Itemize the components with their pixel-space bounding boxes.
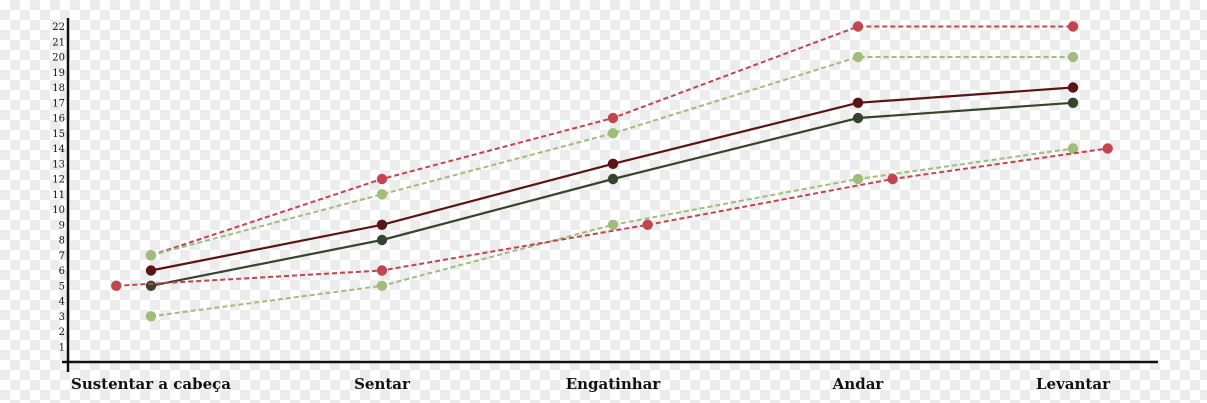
- data-point: [607, 173, 619, 185]
- y-tick-label: 18: [52, 83, 65, 94]
- data-point: [1067, 21, 1079, 32]
- series-layer: [111, 21, 1113, 322]
- data-point: [642, 219, 653, 230]
- y-tick-label: 13: [52, 159, 65, 170]
- data-point: [376, 219, 388, 230]
- y-tick-label: 9: [59, 220, 65, 231]
- data-point: [1067, 82, 1079, 93]
- y-tick-label: 21: [52, 37, 65, 48]
- y-tick-label: 11: [52, 190, 65, 201]
- series-line-6: [116, 147, 1108, 287]
- data-point: [376, 265, 388, 276]
- data-point: [852, 173, 864, 185]
- data-point: [376, 234, 388, 246]
- data-point: [1067, 143, 1079, 154]
- y-tick-label: 12: [52, 175, 65, 186]
- x-category-label: Engatinhar: [566, 375, 662, 393]
- y-tick-label: 15: [52, 129, 65, 140]
- y-tick-label: 1: [59, 342, 65, 353]
- y-tick-label: 16: [52, 114, 65, 125]
- data-point: [852, 51, 864, 63]
- data-point: [1067, 97, 1079, 109]
- y-tick-label: 22: [52, 22, 65, 33]
- y-tick-label: 17: [52, 98, 65, 109]
- data-point: [607, 158, 619, 169]
- y-tick-label: 4: [59, 297, 65, 308]
- data-point: [145, 250, 157, 261]
- y-tick-label: 5: [59, 281, 65, 292]
- data-point: [1102, 143, 1113, 154]
- y-tick-label: 8: [59, 236, 65, 247]
- data-point: [145, 280, 157, 291]
- y-tick-label: 19: [52, 68, 65, 79]
- data-point: [1067, 51, 1079, 63]
- data-point: [376, 173, 388, 185]
- x-category-label: Sustentar a cabeça: [71, 375, 231, 393]
- x-category-label: Andar: [832, 375, 885, 393]
- series-line-5: [150, 147, 1074, 318]
- y-tick-label: 3: [59, 312, 65, 323]
- y-tick-label: 6: [59, 266, 65, 277]
- x-category-label: Levantar: [1036, 375, 1111, 393]
- data-point: [111, 280, 122, 291]
- y-tick-label: 7: [59, 251, 65, 262]
- y-tick-label: 14: [52, 144, 65, 155]
- x-category-label: Sentar: [354, 375, 411, 393]
- data-point: [607, 112, 619, 124]
- y-tick-label: 20: [52, 53, 65, 64]
- data-point: [376, 280, 388, 291]
- data-point: [145, 265, 157, 276]
- data-point: [607, 219, 619, 230]
- y-tick-label: 10: [52, 205, 65, 216]
- data-point: [852, 112, 864, 124]
- data-point: [145, 311, 157, 322]
- data-point: [852, 97, 864, 109]
- data-point: [887, 173, 898, 185]
- y-tick-label: 2: [59, 327, 65, 338]
- data-point: [376, 189, 388, 200]
- data-point: [607, 128, 619, 139]
- axes: 12345678910111213141516171819202122Suste…: [52, 18, 1158, 393]
- data-point: [852, 21, 864, 32]
